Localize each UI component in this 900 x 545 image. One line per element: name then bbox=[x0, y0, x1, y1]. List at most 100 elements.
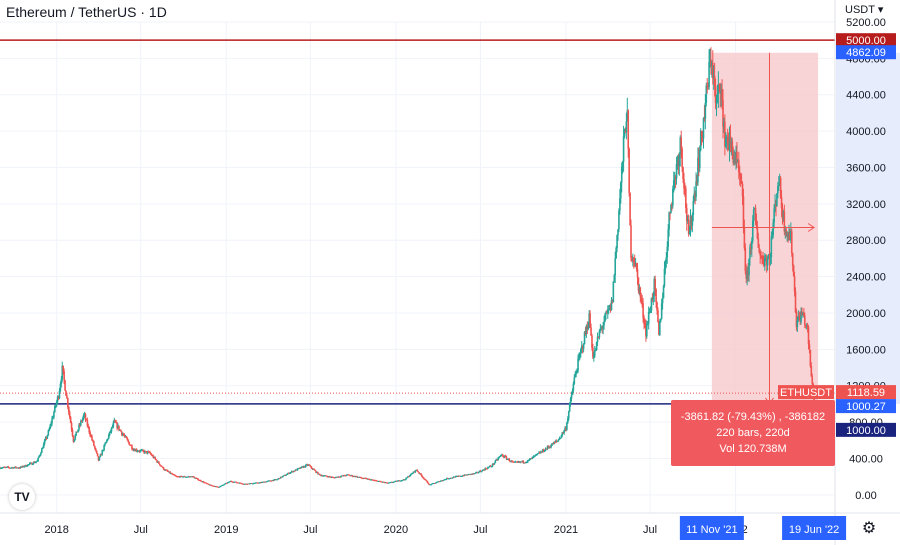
candle-body bbox=[28, 464, 30, 466]
candle-body bbox=[527, 459, 530, 461]
candle-body bbox=[567, 418, 569, 423]
candle-body bbox=[543, 450, 546, 452]
candle-body bbox=[81, 418, 84, 422]
candle-body bbox=[733, 157, 735, 164]
candle-body bbox=[718, 84, 721, 86]
candle-body bbox=[233, 481, 235, 483]
candle-body bbox=[674, 176, 677, 179]
candle-body bbox=[317, 471, 319, 475]
candle-body bbox=[541, 449, 544, 452]
candle-body bbox=[277, 478, 279, 480]
candle-body bbox=[563, 430, 565, 434]
candle-body bbox=[435, 481, 438, 483]
y-tick-label: 4400.00 bbox=[846, 90, 886, 102]
candle-body bbox=[270, 480, 273, 482]
candle-body bbox=[482, 469, 485, 471]
candle-body bbox=[183, 476, 185, 478]
candle-body bbox=[720, 90, 722, 94]
candle-body bbox=[596, 336, 599, 342]
candle-body bbox=[144, 451, 146, 453]
candle-body bbox=[287, 472, 289, 474]
candle-body bbox=[338, 476, 341, 478]
candle-body bbox=[514, 461, 516, 463]
candle-body bbox=[292, 470, 295, 473]
candle-body bbox=[526, 461, 528, 463]
candle-body bbox=[776, 193, 778, 207]
candle-body bbox=[790, 231, 792, 241]
x-tick-label: Jul bbox=[303, 524, 317, 536]
candle-body bbox=[206, 483, 209, 485]
candle-body bbox=[118, 425, 120, 431]
candle-body bbox=[303, 466, 305, 468]
candle-body bbox=[104, 443, 106, 446]
candle-body bbox=[392, 482, 394, 484]
candle-body bbox=[691, 214, 694, 226]
candle-body bbox=[715, 101, 718, 103]
candle-body bbox=[201, 481, 204, 483]
candle-body bbox=[198, 479, 200, 481]
candle-body bbox=[667, 229, 669, 247]
candle-body bbox=[245, 483, 248, 485]
candle-body bbox=[519, 461, 522, 463]
candle-body bbox=[129, 444, 131, 446]
candle-body bbox=[699, 130, 702, 151]
candle-body bbox=[704, 102, 707, 119]
candle-body bbox=[376, 480, 379, 482]
date-label-bg bbox=[679, 516, 744, 540]
candle-body bbox=[700, 130, 703, 136]
candle-body bbox=[811, 376, 814, 384]
candle-body bbox=[1, 467, 3, 469]
candle-body bbox=[181, 476, 183, 478]
candle-body bbox=[639, 287, 642, 297]
currency-selector[interactable]: USDT ▾ bbox=[845, 3, 883, 16]
tradingview-logo-icon[interactable]: TV bbox=[9, 484, 35, 510]
candle-body bbox=[330, 476, 333, 478]
candle-body bbox=[255, 482, 258, 484]
candle-body bbox=[304, 464, 307, 468]
candle-body bbox=[431, 483, 433, 485]
x-tick-label: 2021 bbox=[554, 524, 578, 536]
candle-body bbox=[99, 454, 102, 457]
candle-body bbox=[53, 412, 55, 418]
candle-body bbox=[111, 426, 114, 428]
candle-body bbox=[778, 177, 781, 186]
candle-body bbox=[127, 439, 130, 442]
candle-body bbox=[441, 480, 444, 482]
candle-body bbox=[223, 484, 225, 486]
candle-body bbox=[197, 478, 199, 480]
candle-body bbox=[346, 474, 349, 476]
candle-body bbox=[315, 470, 317, 473]
candle-body bbox=[682, 167, 684, 180]
candle-body bbox=[45, 437, 48, 439]
candle-body bbox=[610, 300, 613, 311]
candle-body bbox=[433, 483, 435, 485]
gear-icon[interactable]: ⚙ bbox=[861, 520, 877, 537]
candle-body bbox=[498, 457, 500, 459]
candle-body bbox=[758, 247, 761, 253]
candle-body bbox=[256, 482, 259, 484]
candle-body bbox=[420, 473, 422, 476]
candle-body bbox=[408, 476, 410, 478]
candle-body bbox=[229, 480, 232, 482]
price-label-bg bbox=[836, 385, 896, 400]
candle-body bbox=[185, 476, 187, 478]
candle-body bbox=[744, 247, 747, 272]
price-label: 1000.27 bbox=[846, 401, 886, 413]
candle-body bbox=[29, 462, 32, 464]
candle-body bbox=[389, 482, 392, 484]
candle-body bbox=[271, 480, 274, 482]
candle-body bbox=[590, 327, 592, 336]
candle-body bbox=[342, 475, 344, 477]
candle-body bbox=[43, 440, 46, 444]
candle-body bbox=[448, 478, 450, 480]
candle-body bbox=[398, 480, 401, 482]
candle-body bbox=[84, 414, 87, 420]
candle-body bbox=[374, 480, 377, 482]
candle-body bbox=[248, 483, 250, 485]
candle-body bbox=[162, 467, 165, 470]
candle-body bbox=[261, 481, 263, 483]
candle-body bbox=[224, 483, 226, 485]
candle-body bbox=[323, 475, 326, 477]
candle-body bbox=[280, 476, 283, 478]
candle-body bbox=[343, 475, 346, 477]
